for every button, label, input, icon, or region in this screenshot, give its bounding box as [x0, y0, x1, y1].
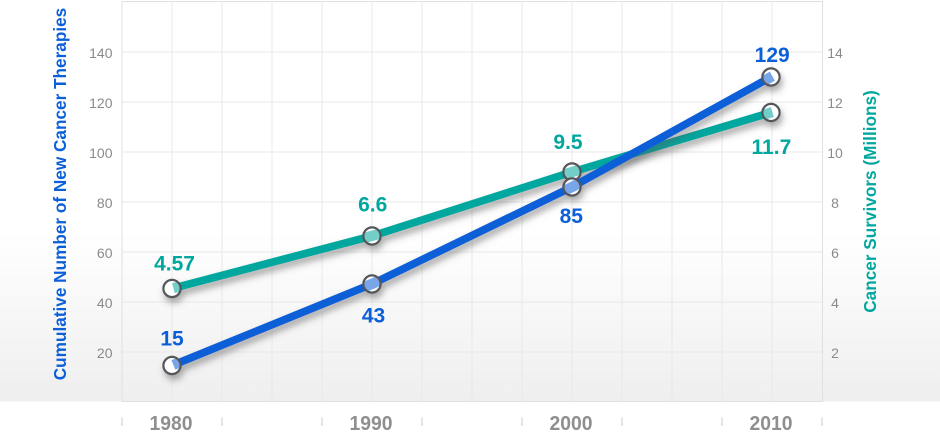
svg-text:20: 20	[97, 345, 113, 361]
svg-text:Cancer Survivors (Millions): Cancer Survivors (Millions)	[860, 90, 880, 313]
svg-text:40: 40	[97, 295, 113, 311]
svg-text:1980: 1980	[150, 413, 193, 433]
svg-text:2010: 2010	[750, 413, 793, 433]
svg-text:Cumulative Number of New Cance: Cumulative Number of New Cancer Therapie…	[50, 8, 70, 381]
svg-text:129: 129	[755, 44, 790, 67]
svg-text:1990: 1990	[350, 413, 393, 433]
svg-text:4: 4	[831, 295, 839, 311]
svg-text:8: 8	[831, 195, 839, 211]
svg-text:100: 100	[89, 145, 113, 161]
svg-text:43: 43	[362, 305, 385, 328]
svg-text:2000: 2000	[550, 413, 593, 433]
svg-text:2: 2	[831, 345, 839, 361]
svg-text:11.7: 11.7	[752, 136, 792, 159]
svg-text:12: 12	[827, 95, 843, 111]
svg-text:60: 60	[97, 245, 113, 261]
svg-text:15: 15	[160, 328, 184, 351]
svg-text:85: 85	[560, 205, 584, 228]
svg-text:4.57: 4.57	[154, 253, 195, 276]
svg-text:120: 120	[89, 95, 113, 111]
svg-text:80: 80	[97, 195, 113, 211]
svg-text:10: 10	[827, 145, 843, 161]
svg-text:6.6: 6.6	[358, 194, 387, 217]
svg-text:14: 14	[827, 45, 843, 61]
svg-text:6: 6	[831, 245, 839, 261]
svg-text:9.5: 9.5	[553, 131, 583, 154]
svg-text:140: 140	[89, 45, 113, 61]
